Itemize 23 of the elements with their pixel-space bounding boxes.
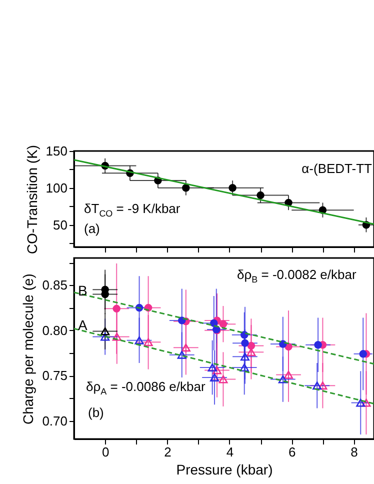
y-tick-label: 50 — [53, 217, 68, 232]
annotation: α-(BEDT-TT — [302, 161, 372, 176]
x-axis-title: Pressure (kbar) — [176, 462, 273, 478]
y-tick-label: 0.75 — [42, 368, 68, 384]
x-tick-label: 8 — [350, 444, 358, 460]
x-tick-label: 0 — [102, 444, 110, 460]
annotation: (b) — [88, 405, 104, 420]
y-tick-label: 0.85 — [42, 278, 68, 293]
y-tick-label: 0.70 — [42, 413, 68, 428]
annotation: (a) — [84, 221, 100, 236]
x-tick-label: 6 — [288, 444, 296, 460]
y-tick-label: 150 — [46, 144, 68, 158]
annotation: δρ$_{B}$ = -0.0082 e/kbar — [237, 267, 356, 285]
annotation: δρ$_{A}$ = -0.0086 e/kbar — [86, 379, 206, 397]
x-tick-label: 2 — [164, 444, 172, 460]
y-axis-title: CO-Transition (K) — [24, 144, 40, 254]
x-tick-label: 4 — [226, 444, 234, 460]
y-tick-label: 100 — [46, 180, 68, 196]
annotation: A — [78, 316, 88, 333]
y-tick-label: 0.80 — [42, 322, 68, 338]
y-axis-title: Charge per molecule (e) — [20, 274, 36, 424]
annotation: δT$_{CO}$ = -9 K/kbar — [84, 201, 180, 219]
annotation: B — [78, 282, 88, 298]
